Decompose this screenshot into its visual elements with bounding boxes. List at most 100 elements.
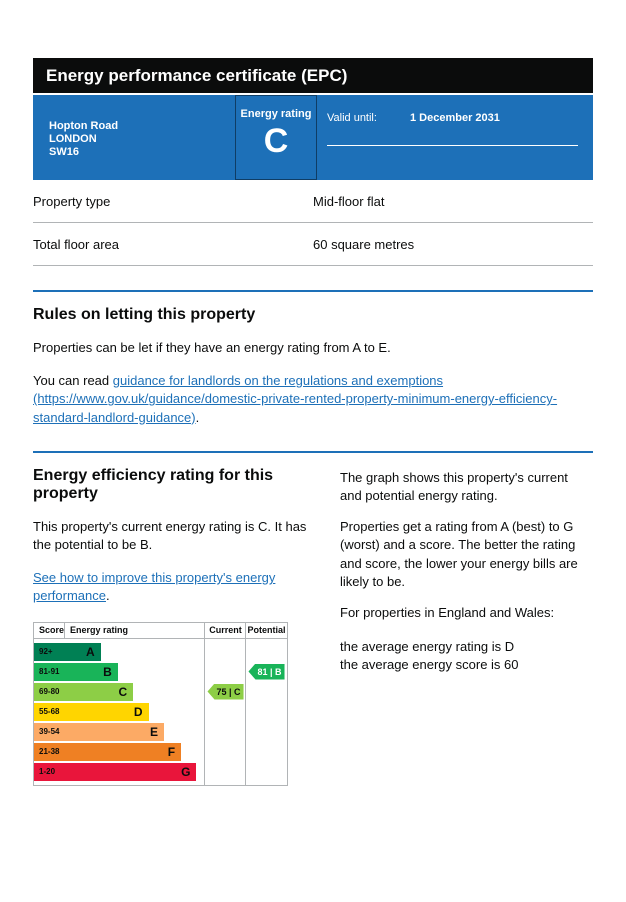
improve-performance-link[interactable]: See how to improve this property's energ… xyxy=(33,570,276,604)
epc-band-bar: 21-38 F xyxy=(34,742,182,761)
potential-cell xyxy=(246,743,287,761)
epc-band-row-c: 69-80 C 75 | C xyxy=(34,682,287,701)
band-score: 69-80 xyxy=(39,687,60,696)
band-score: 55-68 xyxy=(39,707,60,716)
band-score: 81-91 xyxy=(39,667,60,676)
epc-band-bar: 69-80 C xyxy=(34,682,134,701)
epc-band-row-g: 1-20 G xyxy=(34,762,287,781)
potential-cell xyxy=(246,643,287,661)
address-line-2: LONDON xyxy=(49,132,97,145)
rules-paragraph-1: Properties can be let if they have an en… xyxy=(33,340,391,355)
section-divider-efficiency xyxy=(33,450,593,453)
property-type-value: Mid-floor flat xyxy=(313,193,385,209)
epc-band-bar: 55-68 D xyxy=(34,702,149,721)
band-letter: C xyxy=(118,684,128,699)
potential-cell xyxy=(246,683,287,701)
band-letter: F xyxy=(167,744,176,759)
graph-explainer-3: For properties in England and Wales: xyxy=(340,604,555,620)
floor-area-label: Total floor area xyxy=(33,236,119,252)
landlord-guidance-link[interactable]: guidance for landlords on the regulation… xyxy=(112,373,444,389)
epc-band-row-d: 55-68 D xyxy=(34,702,287,721)
current-cell xyxy=(205,703,246,721)
energy-rating-value: C xyxy=(263,122,289,160)
energy-rating-label: Energy rating xyxy=(240,108,312,120)
valid-until-value: 1 December 2031 xyxy=(410,112,500,124)
current-cell xyxy=(205,723,246,741)
current-cell xyxy=(205,663,246,681)
epc-band-bar: 92+ A xyxy=(34,642,101,661)
average-rating-text: the average energy rating is D xyxy=(340,639,515,655)
band-score: 92+ xyxy=(39,647,53,656)
chart-header-score: Score xyxy=(39,625,65,635)
energy-rating-box: Energy rating C xyxy=(235,95,317,180)
efficiency-section: Energy efficiency rating for this proper… xyxy=(33,453,593,786)
rules-heading: Rules on letting this property xyxy=(33,306,256,323)
improve-suffix: . xyxy=(105,588,110,604)
band-letter: A xyxy=(86,644,95,659)
landlord-guidance-url-link[interactable]: (https://www.gov.uk/guidance/domestic-pr… xyxy=(33,391,558,425)
epc-band-bar: 81-91 B xyxy=(34,662,118,681)
certificate-banner: Hopton Road LONDON SW16 Energy rating C … xyxy=(33,95,593,180)
band-area: 55-68 D xyxy=(34,702,205,721)
chart-header-rating: Energy rating xyxy=(64,622,205,638)
band-area: 69-80 C xyxy=(34,682,205,701)
band-letter: B xyxy=(103,664,112,679)
chart-column-divider-current xyxy=(204,622,205,785)
epc-band-row-a: 92+ A xyxy=(34,642,287,661)
band-letter: D xyxy=(133,704,143,719)
valid-until-divider xyxy=(327,145,578,146)
epc-band-bar: 1-20 G xyxy=(34,762,197,781)
epc-band-row-b: 81-91 B 81 | B xyxy=(34,662,287,681)
potential-cell: 81 | B xyxy=(246,663,287,681)
averages-block: the average energy rating is D the avera… xyxy=(340,638,593,674)
band-area: 39-54 E xyxy=(34,722,205,741)
graph-explainer-1: The graph shows this property's current … xyxy=(340,469,568,503)
band-score: 21-38 xyxy=(39,747,60,756)
epc-band-row-e: 39-54 E xyxy=(34,722,287,741)
energy-rating-chart: Score Energy rating Current Potential 92… xyxy=(33,621,288,786)
rules-p2-prefix: You can read xyxy=(33,373,113,389)
band-letter: G xyxy=(181,764,191,779)
chart-column-divider-potential xyxy=(245,622,246,785)
efficiency-right-column: The graph shows this property's current … xyxy=(340,453,593,786)
efficiency-paragraph: This property's current energy rating is… xyxy=(33,518,307,552)
band-area: 21-38 F xyxy=(34,742,205,761)
efficiency-left-column: Energy efficiency rating for this proper… xyxy=(33,453,321,786)
band-score: 39-54 xyxy=(39,727,60,736)
potential-cell xyxy=(246,703,287,721)
section-divider-rules xyxy=(33,290,593,292)
summary-row-property-type: Property type Mid-floor flat xyxy=(33,180,593,223)
chart-header-row: Score Energy rating Current Potential xyxy=(34,622,287,639)
floor-area-value: 60 square metres xyxy=(313,236,415,252)
epc-potential-arrow: 81 | B xyxy=(248,663,285,680)
address-line-3: SW16 xyxy=(49,145,79,158)
band-area: 1-20 G xyxy=(34,762,205,781)
certificate-title-bar: Energy performance certificate (EPC) xyxy=(33,58,593,93)
improve-paragraph: See how to improve this property's energ… xyxy=(33,569,321,605)
potential-cell xyxy=(246,763,287,781)
epc-band-bar: 39-54 E xyxy=(34,722,164,741)
graph-explainer-2: Properties get a rating from A (best) to… xyxy=(340,519,578,589)
address-line-1: Hopton Road xyxy=(49,120,119,132)
band-score: 1-20 xyxy=(39,767,56,776)
valid-until-box: Valid until: 1 December 2031 xyxy=(317,95,593,180)
potential-cell xyxy=(246,723,287,741)
epc-current-arrow: 75 | C xyxy=(207,683,244,700)
band-area: 81-91 B xyxy=(34,662,205,681)
property-type-label: Property type xyxy=(33,193,111,209)
rules-paragraph-2: You can read guidance for landlords on t… xyxy=(33,372,593,427)
band-area: 92+ A xyxy=(34,642,205,661)
band-letter: E xyxy=(149,724,158,739)
valid-until-label: Valid until: xyxy=(327,112,377,124)
chart-body: 92+ A 81-91 B xyxy=(34,639,287,785)
property-address: Hopton Road LONDON SW16 xyxy=(33,95,235,180)
summary-row-floor-area: Total floor area 60 square metres xyxy=(33,223,593,266)
current-cell xyxy=(205,743,246,761)
chart-header-potential: Potential xyxy=(247,625,286,635)
current-cell: 75 | C xyxy=(205,683,246,701)
certificate-title: Energy performance certificate (EPC) xyxy=(46,66,348,85)
current-cell xyxy=(205,763,246,781)
current-cell xyxy=(205,643,246,661)
average-score-text: the average energy score is 60 xyxy=(340,657,519,673)
